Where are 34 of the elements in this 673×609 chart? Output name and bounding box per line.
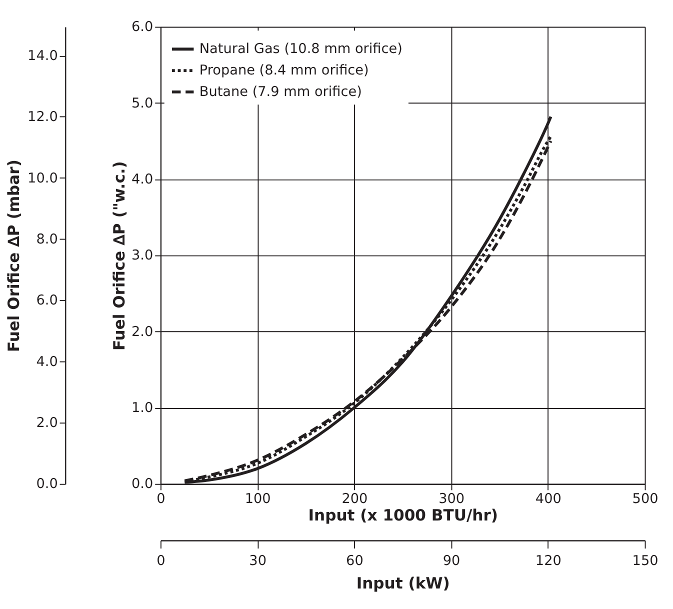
legend-label: Butane (7.9 mm orifice) (199, 84, 362, 100)
y2-tick-label: 6.0 (36, 292, 58, 309)
y2-tick-label: 2.0 (36, 415, 58, 432)
y2-tick-label: 12.0 (28, 109, 58, 126)
y2-tick-label: 8.0 (36, 231, 58, 248)
y-tick-label: 6.0 (132, 19, 154, 36)
y-tick-label: 1.0 (132, 400, 154, 416)
y2-tick-label: 4.0 (36, 354, 58, 370)
x-tick-label: 0 (156, 490, 166, 507)
y2-tick-label: 10.0 (28, 170, 58, 186)
x-axis-title: Input (x 1000 BTU/hr) (308, 506, 498, 524)
y-tick-label: 0.0 (132, 476, 154, 492)
y-tick-label: 2.0 (132, 324, 154, 340)
x-tick-label: 300 (438, 490, 465, 507)
x-tick-label: 400 (535, 490, 562, 507)
legend-label: Natural Gas (10.8 mm orifice) (199, 41, 402, 58)
x2-tick-label: 90 (442, 553, 460, 570)
x2-tick-label: 150 (632, 553, 658, 570)
x2-axis-title: Input (kW) (356, 574, 450, 592)
y2-axis-title: Fuel Orifice ∆P (mbar) (4, 160, 23, 352)
y2-tick-label: 14.0 (28, 48, 58, 64)
y-tick-label: 5.0 (132, 95, 154, 112)
y2-tick-label: 0.0 (36, 476, 58, 492)
y-axis-title: Fuel Orifice ∆P ("w.c.) (110, 161, 129, 351)
x2-tick-label: 0 (156, 553, 166, 570)
legend-label: Propane (8.4 mm orifice) (199, 62, 369, 78)
x2-tick-label: 120 (535, 553, 562, 570)
x2-tick-label: 60 (346, 553, 364, 570)
x-tick-label: 500 (632, 490, 658, 507)
y-tick-label: 3.0 (132, 248, 154, 264)
x-tick-label: 200 (342, 490, 368, 507)
y-tick-label: 4.0 (132, 172, 154, 188)
x2-tick-label: 30 (249, 553, 266, 570)
x-tick-label: 100 (244, 490, 271, 507)
